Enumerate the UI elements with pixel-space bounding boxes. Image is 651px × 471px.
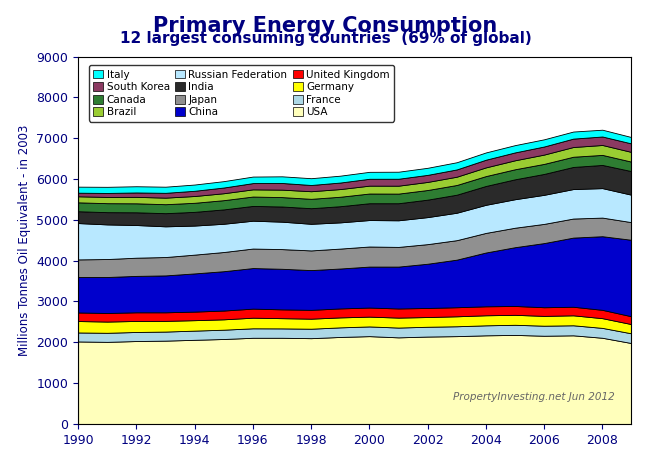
Text: 12 largest consuming countries  (69% of global): 12 largest consuming countries (69% of g… bbox=[120, 31, 531, 46]
Legend: Italy, South Korea, Canada, Brazil, Russian Federation, India, Japan, China, Uni: Italy, South Korea, Canada, Brazil, Russ… bbox=[89, 65, 394, 122]
Text: Primary Energy Consumption: Primary Energy Consumption bbox=[154, 16, 497, 36]
Text: PropertyInvesting.net Jun 2012: PropertyInvesting.net Jun 2012 bbox=[453, 392, 615, 402]
Y-axis label: Millions Tonnes Oil Equivalent - in 2003: Millions Tonnes Oil Equivalent - in 2003 bbox=[18, 124, 31, 356]
